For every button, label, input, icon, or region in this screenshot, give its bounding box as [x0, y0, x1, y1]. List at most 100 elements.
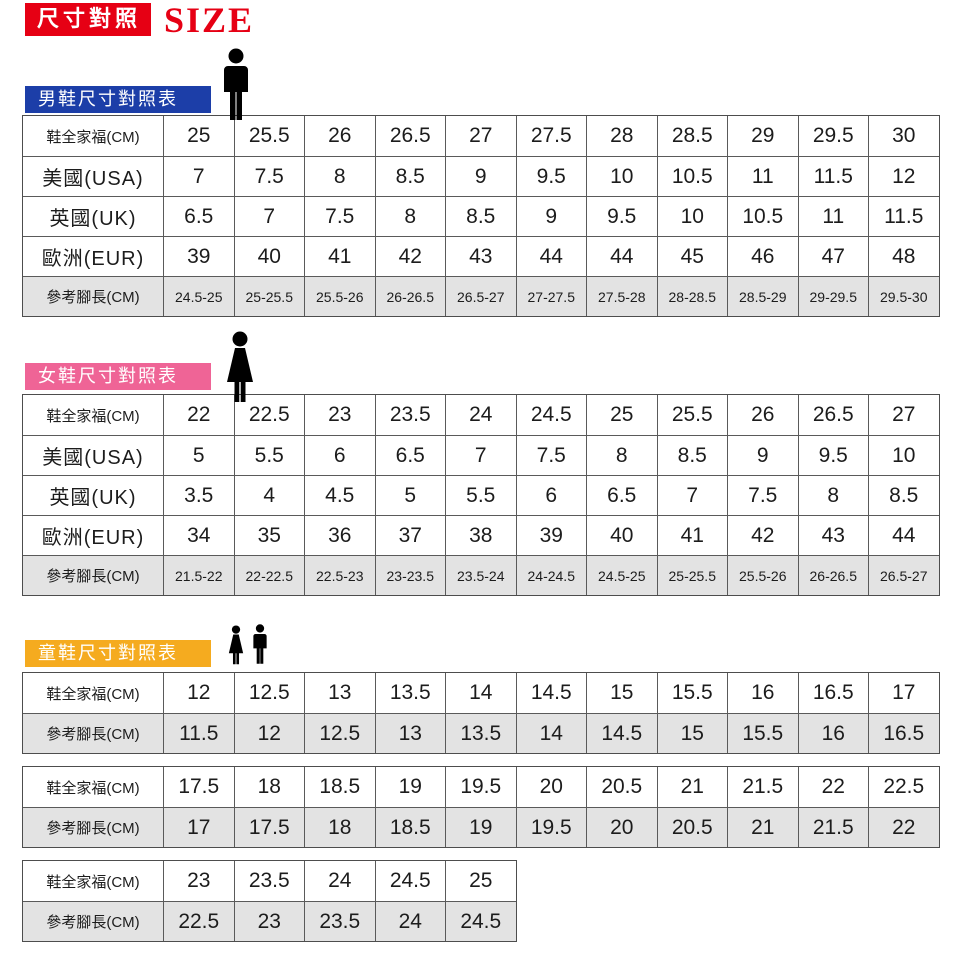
row-label: 英國(UK) [23, 196, 163, 236]
size-cell: 11.5 [163, 713, 234, 753]
size-cell: 7 [445, 435, 516, 475]
size-cell: 26 [727, 395, 798, 435]
size-table-row: 參考腳長(CM) 21.5-22 22-22.5 22.5-23 23-23.5 23.5… [23, 555, 939, 595]
size-cell: 24.5 [445, 901, 516, 941]
size-cell: 17 [868, 673, 939, 713]
size-cell: 13 [374, 713, 445, 753]
size-cell: 15 [656, 713, 727, 753]
size-cell: 28 [586, 116, 657, 156]
size-cell: 11 [727, 156, 798, 196]
size-cell: 5.5 [233, 435, 304, 475]
size-cell: 8.5 [445, 196, 516, 236]
size-cell: 18 [233, 767, 305, 807]
size-cell: 9 [727, 435, 798, 475]
size-cell: 43 [445, 236, 516, 276]
size-cell: 11.5 [868, 196, 939, 236]
size-cell: 11 [797, 196, 868, 236]
size-cell: 6.5 [586, 475, 657, 515]
size-cell: 41 [304, 236, 375, 276]
size-cell: 8.5 [868, 475, 939, 515]
size-cell: 23.5-24 [445, 555, 516, 595]
size-cell: 12.5 [233, 673, 305, 713]
size-cell: 29 [727, 116, 798, 156]
size-cell: 27 [445, 116, 516, 156]
size-cell: 7.5 [515, 435, 586, 475]
size-cell: 7 [233, 196, 304, 236]
size-cell: 20.5 [656, 807, 727, 847]
size-cell: 39 [515, 515, 586, 555]
size-cell: 14.5 [515, 673, 587, 713]
row-label: 英國(UK) [23, 475, 163, 515]
kids-size-table-1: 鞋全家福(CM) 12 12.5 13 13.5 14 14.5 15 15.5 16 16.5 17… [22, 672, 940, 754]
size-cell: 26 [304, 116, 375, 156]
size-cell: 27-27.5 [515, 276, 586, 316]
size-cell: 21.5-22 [163, 555, 234, 595]
size-cell: 4.5 [304, 475, 375, 515]
size-cell: 9 [515, 196, 586, 236]
size-cell: 25-25.5 [656, 555, 727, 595]
kids-size-section: 童鞋尺寸對照表 鞋全家福(CM) 12 12.5 13 13.5 14 14.5 15 15.5… [22, 624, 940, 942]
size-cell: 27.5-28 [586, 276, 657, 316]
man-icon [218, 48, 254, 129]
size-table-row: 英國(UK) 6.5 7 7.5 8 8.5 9 9.5 10 10.5 11 11.5 [23, 196, 939, 236]
size-cell: 47 [797, 236, 868, 276]
title-badge: 尺寸對照 [25, 3, 152, 36]
row-label: 參考腳長(CM) [23, 713, 163, 753]
size-cell: 36 [304, 515, 375, 555]
size-cell: 25-25.5 [233, 276, 304, 316]
size-cell: 23.5 [304, 901, 375, 941]
size-cell: 12 [233, 713, 304, 753]
womens-size-section: 女鞋尺寸對照表 鞋全家福(CM) 22 22.5 23 23.5 24 24.5 25 25.5… [22, 331, 940, 596]
size-cell: 27.5 [515, 116, 587, 156]
size-cell: 24.5 [515, 395, 587, 435]
size-cell: 23.5 [374, 395, 446, 435]
size-cell: 45 [656, 236, 727, 276]
size-cell: 22 [797, 767, 869, 807]
size-cell: 6 [515, 475, 586, 515]
size-cell: 22.5 [233, 395, 305, 435]
row-label: 歐洲(EUR) [23, 236, 163, 276]
size-cell: 28-28.5 [656, 276, 727, 316]
size-cell: 42 [374, 236, 445, 276]
size-cell: 11.5 [797, 156, 868, 196]
size-cell: 20 [515, 767, 587, 807]
size-cell: 8.5 [656, 435, 727, 475]
size-cell: 19.5 [445, 767, 516, 807]
size-cell: 22 [163, 395, 234, 435]
row-label: 鞋全家福(CM) [46, 873, 140, 891]
size-cell: 39 [163, 236, 234, 276]
size-cell: 46 [727, 236, 798, 276]
size-table-row: 鞋全家福(CM) 17.5 18 18.5 19 19.5 20 20.5 21 21.5 22 22… [23, 767, 939, 807]
size-cell: 7 [656, 475, 727, 515]
size-cell: 7.5 [233, 156, 304, 196]
mens-size-section: 男鞋尺寸對照表 鞋全家福(CM) 25 25.5 26 26.5 27 27.5 28 28.5… [22, 48, 940, 317]
size-cell: 19.5 [515, 807, 586, 847]
size-cell: 29.5 [797, 116, 869, 156]
row-label: 參考腳長(CM) [23, 276, 163, 316]
size-cell: 28.5-29 [727, 276, 798, 316]
size-cell: 23.5 [233, 861, 305, 901]
size-cell: 12 [868, 156, 939, 196]
row-label: 美國(USA) [23, 156, 163, 196]
size-cell: 25 [445, 861, 516, 901]
size-cell: 26-26.5 [797, 555, 868, 595]
row-label: 歐洲(EUR) [23, 515, 163, 555]
size-cell: 48 [868, 236, 939, 276]
size-cell: 16.5 [797, 673, 869, 713]
size-cell: 37 [374, 515, 445, 555]
size-cell: 5 [163, 435, 234, 475]
size-cell: 26.5 [797, 395, 869, 435]
size-cell: 23-23.5 [374, 555, 445, 595]
size-cell: 7.5 [727, 475, 798, 515]
kids-size-table-3: 鞋全家福(CM) 23 23.5 24 24.5 25 參考腳長(CM) 22.5 23 23.5… [22, 860, 517, 942]
size-cell: 21 [727, 807, 798, 847]
size-cell: 4 [233, 475, 304, 515]
size-cell: 43 [797, 515, 868, 555]
size-cell: 13 [304, 673, 375, 713]
size-cell: 8 [374, 196, 445, 236]
size-cell: 35 [233, 515, 304, 555]
size-cell: 25.5 [233, 116, 305, 156]
size-cell: 26.5-27 [868, 555, 939, 595]
size-cell: 25.5-26 [727, 555, 798, 595]
size-cell: 10 [656, 196, 727, 236]
